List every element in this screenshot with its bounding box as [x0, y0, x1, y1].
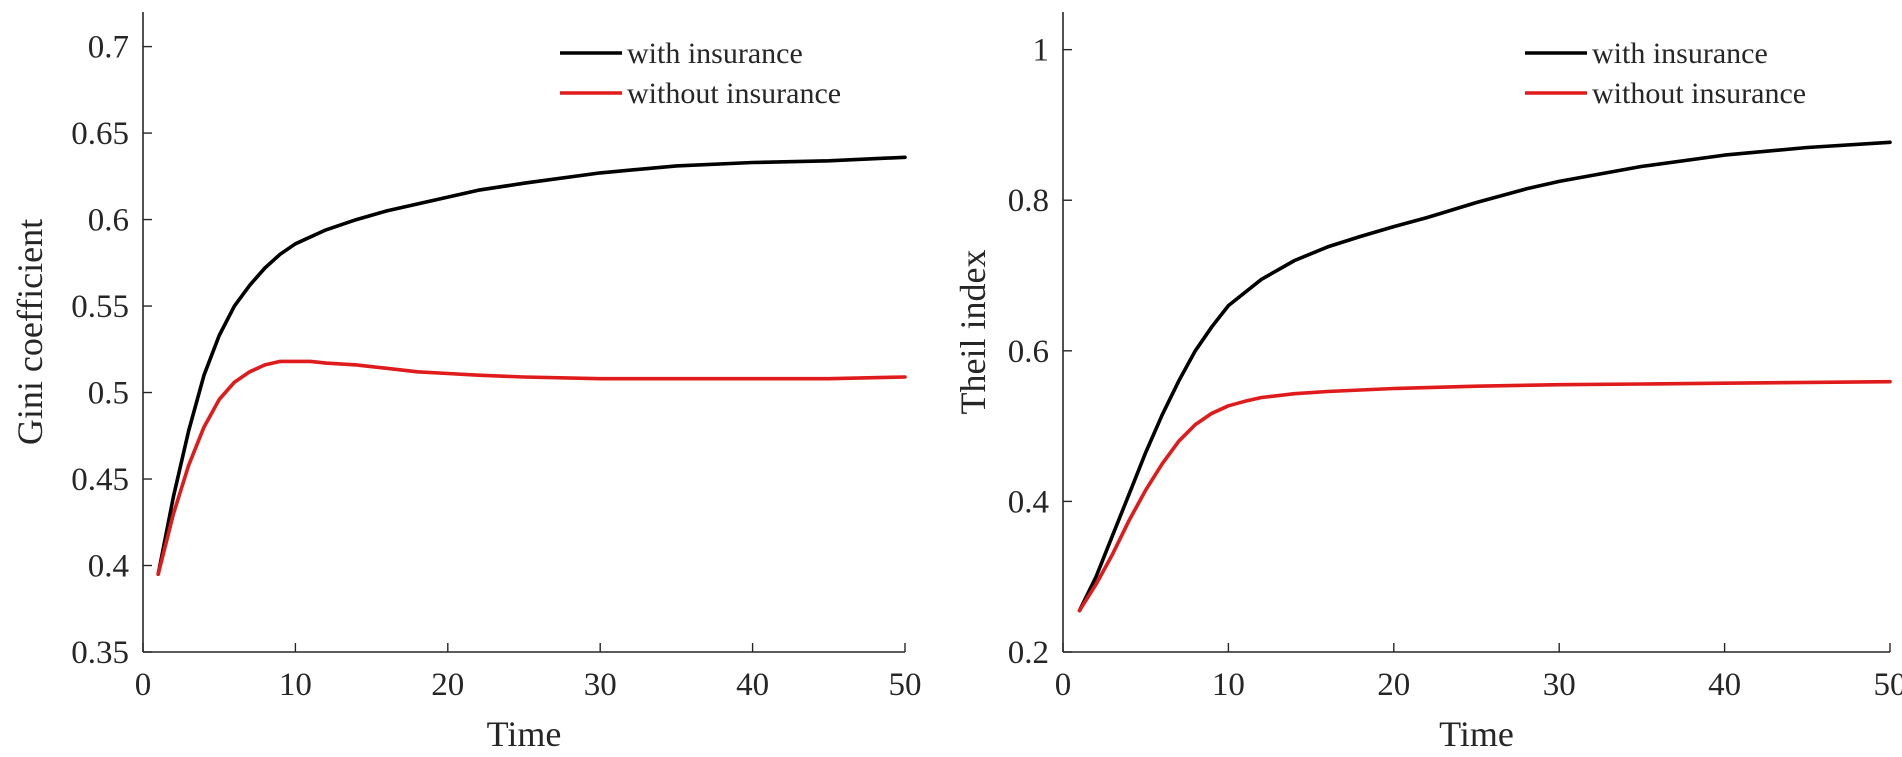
x-tick-label: 10: [279, 667, 312, 703]
series-line-with-insurance: [1077, 140, 1892, 613]
legend: with insurance without insurance: [1525, 37, 1806, 110]
y-axis-title: Theil index: [953, 250, 993, 415]
y-tick-label: 0.5: [88, 376, 129, 412]
x-tick-label: 0: [135, 667, 152, 703]
legend-label: with insurance: [1592, 37, 1768, 70]
x-tick-label: 30: [584, 667, 617, 703]
x-tick-label: 20: [431, 667, 464, 703]
series-line-with-insurance: [156, 155, 907, 576]
legend: with insurance without insurance: [560, 37, 841, 110]
y-tick-label: 0.4: [1008, 484, 1049, 520]
y-tick-label: 0.4: [88, 549, 129, 585]
legend-label: without insurance: [627, 77, 841, 110]
x-tick-label: 0: [1055, 667, 1072, 703]
y-tick-label: 0.7: [88, 30, 129, 66]
y-axis-title: Gini coefficient: [10, 219, 50, 445]
y-tick-label: 0.2: [1008, 635, 1049, 671]
legend-label: with insurance: [627, 37, 803, 70]
chart-panel-2: 0 10 20 30 40 50 0.2 0.4 0.6 0.8 1 Time Theil index w…: [953, 12, 1902, 754]
x-tick-label: 10: [1212, 667, 1245, 703]
x-axis-title: Time: [487, 714, 562, 754]
x-tick-label: 40: [1708, 667, 1741, 703]
y-tick-label: 0.45: [71, 462, 129, 498]
x-tick-label: 20: [1377, 667, 1410, 703]
series-line-without-insurance: [156, 359, 907, 576]
y-tick-label: 0.35: [71, 635, 129, 671]
y-tick-label: 0.65: [71, 116, 129, 152]
chart-panel-1: 0 10 20 30 40 50 0.35 0.4 0.45 0.5 0.55 0.6 0.65 0.7 T…: [10, 12, 922, 754]
series-line-without-insurance: [1077, 379, 1892, 613]
x-tick-label: 50: [1874, 667, 1902, 703]
y-tick-label: 0.6: [88, 203, 129, 239]
x-tick-label: 40: [736, 667, 769, 703]
x-tick-label: 50: [889, 667, 922, 703]
y-tick-label: 0.6: [1008, 334, 1049, 370]
y-tick-label: 0.8: [1008, 183, 1049, 219]
y-tick-label: 1: [1033, 33, 1050, 69]
legend-label: without insurance: [1592, 77, 1806, 110]
x-axis-title: Time: [1439, 714, 1514, 754]
y-tick-label: 0.55: [71, 289, 129, 325]
x-tick-label: 30: [1543, 667, 1576, 703]
